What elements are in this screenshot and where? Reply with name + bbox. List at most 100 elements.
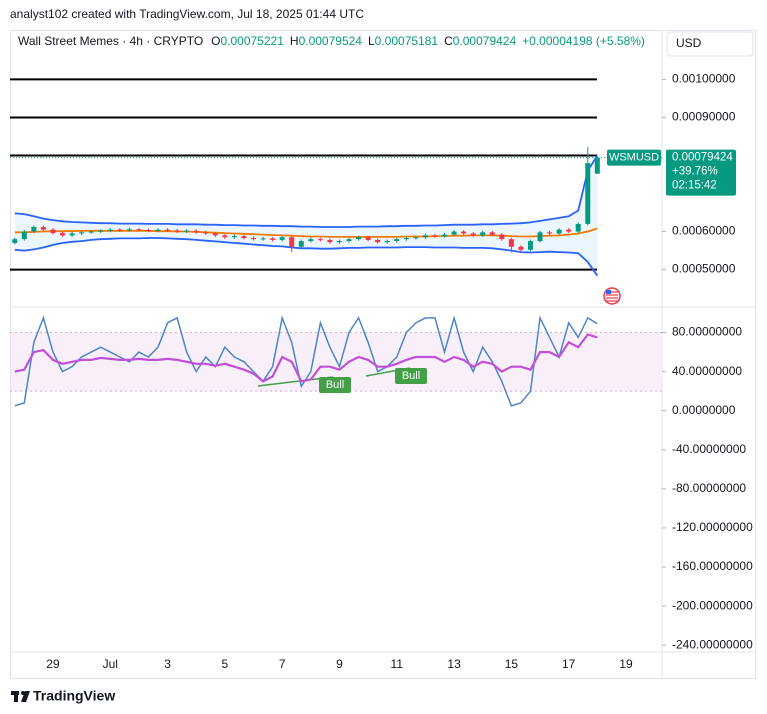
price-box bbox=[666, 149, 736, 196]
candle-body bbox=[260, 238, 266, 240]
candle-body bbox=[317, 239, 323, 241]
currency-box[interactable] bbox=[666, 31, 754, 57]
candle-body bbox=[480, 232, 486, 236]
symbol-box bbox=[607, 149, 661, 166]
y-tick-label: -40.00000000 bbox=[672, 442, 746, 456]
ohlc-key: L bbox=[368, 34, 375, 48]
logo-part bbox=[14, 691, 18, 702]
ohlc-key: C bbox=[444, 34, 453, 48]
y-tick-label: 0.00000000 bbox=[672, 403, 736, 417]
y-tick-label: -240.00000000 bbox=[672, 637, 753, 651]
candle-body bbox=[289, 237, 295, 247]
candle-body bbox=[327, 239, 333, 243]
last-change: +39.76% bbox=[672, 166, 718, 178]
countdown: 02:15:42 bbox=[672, 180, 717, 192]
candle-body bbox=[270, 238, 276, 240]
candle-body bbox=[365, 237, 371, 240]
ohlc-value: 0.00075221 bbox=[221, 34, 285, 48]
x-tick-label: 19 bbox=[619, 657, 633, 671]
ohlc-value: 0.00079524 bbox=[299, 34, 363, 48]
last-price: 0.00079424 bbox=[672, 152, 733, 164]
candle-body bbox=[165, 229, 171, 231]
symbol-title: Wall Street Memes · 4h · CRYPTO bbox=[18, 34, 203, 48]
ohlc-value: 0.00075181 bbox=[375, 34, 439, 48]
y-tick-label: -80.00000000 bbox=[672, 481, 746, 495]
candle-body bbox=[241, 236, 247, 239]
candle-body bbox=[346, 239, 352, 242]
candle-body bbox=[40, 226, 46, 230]
candle-body bbox=[422, 235, 428, 238]
candle-body bbox=[308, 239, 314, 242]
candle-body bbox=[384, 241, 390, 243]
y-tick-label: -120.00000000 bbox=[672, 520, 753, 534]
y-tick-label: 40.00000000 bbox=[672, 364, 742, 378]
credit: analyst102 created with TradingView.com,… bbox=[10, 7, 364, 21]
candle-body bbox=[432, 235, 438, 237]
candle-body bbox=[470, 233, 476, 236]
candle-body bbox=[12, 239, 18, 243]
candle-body bbox=[499, 234, 505, 240]
candle-body bbox=[222, 235, 228, 238]
candle-body bbox=[184, 230, 190, 232]
flag-icon bbox=[603, 287, 621, 305]
candle-body bbox=[394, 239, 400, 242]
candle-body bbox=[537, 232, 543, 242]
candle-body bbox=[566, 229, 572, 232]
candle-body bbox=[375, 239, 381, 243]
candle-body bbox=[212, 233, 218, 236]
annotation: Bull bbox=[402, 370, 420, 382]
ohlc-value: 0.00079424 bbox=[453, 34, 517, 48]
x-tick-label: 9 bbox=[336, 657, 343, 671]
band-lower bbox=[14, 237, 599, 277]
annotation-box bbox=[395, 368, 427, 384]
currency: USD bbox=[676, 36, 702, 50]
candle-body bbox=[117, 229, 123, 231]
legend: Wall Street Memes · 4h · CRYPTO O0.000752… bbox=[18, 34, 645, 48]
candle-body bbox=[575, 223, 581, 232]
x-tick-label: 5 bbox=[222, 657, 229, 671]
annotation-box bbox=[319, 377, 351, 393]
x-tick-label: 13 bbox=[447, 657, 461, 671]
footer-logo: TradingView bbox=[11, 688, 115, 704]
candle-body bbox=[174, 230, 180, 232]
candle-body bbox=[60, 233, 66, 236]
y-tick-label: 80.00000000 bbox=[672, 325, 742, 339]
candle-body bbox=[136, 229, 142, 231]
annotation: Bull bbox=[326, 379, 344, 391]
oscillator-line bbox=[14, 333, 598, 383]
candle-body bbox=[107, 229, 113, 231]
y-tick-label: -200.00000000 bbox=[672, 598, 753, 612]
ohlc-key: H bbox=[290, 34, 299, 48]
candle-body bbox=[155, 229, 161, 231]
y-tick-label: 0.00060000 bbox=[672, 224, 736, 238]
candle-body bbox=[50, 229, 56, 234]
band-fill bbox=[14, 155, 598, 276]
x-tick-label: 7 bbox=[279, 657, 286, 671]
ohlc-key: O bbox=[211, 34, 220, 48]
candle-body bbox=[279, 237, 285, 240]
candle-body bbox=[594, 157, 600, 174]
candle-body bbox=[79, 232, 85, 234]
footer-brand: TradingView bbox=[33, 688, 115, 704]
x-tick-label: Jul bbox=[103, 657, 118, 671]
candle-body bbox=[585, 163, 591, 224]
candle-body bbox=[145, 230, 151, 232]
oscillator-line bbox=[14, 315, 598, 407]
candle-body bbox=[442, 234, 448, 237]
candle-body bbox=[88, 231, 94, 233]
y-tick-label: 0.00050000 bbox=[672, 262, 736, 276]
candle-body bbox=[518, 246, 524, 250]
candle-body bbox=[508, 239, 514, 247]
x-tick-label: 29 bbox=[46, 657, 60, 671]
band-upper bbox=[14, 155, 599, 228]
y-tick-label: -160.00000000 bbox=[672, 559, 753, 573]
x-tick-label: 3 bbox=[164, 657, 171, 671]
candle-body bbox=[403, 238, 409, 240]
candle-body bbox=[336, 241, 342, 243]
candle-body bbox=[461, 231, 467, 234]
candle-body bbox=[527, 241, 533, 250]
candle-body bbox=[231, 236, 237, 238]
change: +0.00004198 (+5.58%) bbox=[522, 34, 645, 48]
candle-body bbox=[298, 241, 304, 247]
